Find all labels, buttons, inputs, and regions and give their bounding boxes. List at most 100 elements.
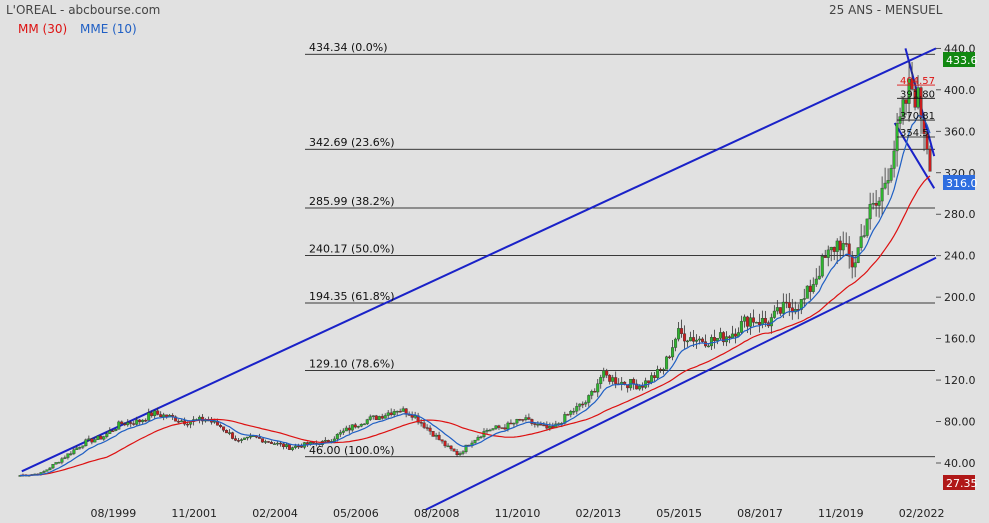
candle-body-231 — [709, 337, 713, 347]
candle-body-116 — [365, 419, 369, 425]
candle-body-138 — [431, 431, 435, 437]
candle-body-91 — [290, 447, 294, 450]
candle-body-197 — [608, 375, 612, 382]
candle-body-120 — [377, 416, 381, 420]
y-tick-label-6: 280.0 — [944, 208, 976, 221]
candle-body-114 — [359, 424, 363, 427]
candle-body-224 — [689, 337, 693, 342]
candle-body-301 — [919, 87, 923, 119]
candle-body-170 — [527, 417, 531, 420]
x-tick-label-9: 11/2019 — [818, 507, 864, 520]
candle-body-108 — [341, 430, 345, 433]
mme-10-line — [19, 114, 931, 477]
candle-body-165 — [512, 422, 516, 425]
candle-body-126 — [395, 410, 399, 413]
candle-body-278 — [850, 256, 854, 268]
candle-body-183 — [566, 414, 570, 416]
candle-body-277 — [847, 243, 851, 257]
candle-body-81 — [260, 438, 264, 443]
candle-body-273 — [835, 240, 839, 252]
chart-title: L'OREAL - abcbourse.com — [6, 3, 161, 17]
candle-body-208 — [641, 385, 645, 388]
candle-body-60 — [198, 416, 202, 420]
candle-body-36 — [126, 422, 130, 426]
candle-body-175 — [542, 424, 546, 427]
candle-body-84 — [269, 441, 273, 444]
candle-body-185 — [572, 410, 576, 413]
candle-body-46 — [156, 410, 160, 415]
candle-body-177 — [548, 426, 552, 429]
candle-body-141 — [440, 439, 444, 442]
candle-body-135 — [422, 422, 426, 428]
candle-body-162 — [503, 427, 507, 430]
candle-body-234 — [718, 332, 722, 339]
candle-body-218 — [671, 347, 675, 358]
candle-body-188 — [581, 403, 585, 406]
candle-body-146 — [455, 451, 459, 456]
candle-body-217 — [668, 356, 672, 359]
candle-body-221 — [680, 328, 684, 334]
candle-body-222 — [683, 333, 687, 342]
candle-body-214 — [659, 369, 663, 371]
candle-body-274 — [838, 240, 842, 251]
candle-body-76 — [246, 436, 250, 439]
candle-body-147 — [458, 453, 462, 456]
candle-body-15 — [63, 457, 67, 459]
candle-body-161 — [500, 427, 504, 429]
candle-body-193 — [596, 383, 600, 393]
volume-badge-bg — [943, 475, 975, 490]
candle-body-125 — [392, 411, 396, 415]
candle-body-195 — [602, 370, 606, 378]
candle-body-109 — [344, 427, 348, 432]
candle-body-192 — [593, 391, 597, 393]
candle-body-287 — [877, 200, 881, 206]
candle-body-251 — [769, 317, 773, 327]
candle-body-8 — [42, 471, 46, 473]
candle-body-244 — [748, 317, 752, 327]
mini-fib-label-3: 354.5 — [900, 128, 929, 139]
candle-body-118 — [371, 415, 375, 417]
candle-body-190 — [587, 395, 591, 403]
candle-body-142 — [443, 440, 447, 447]
candle-body-154 — [479, 436, 483, 438]
candle-body-168 — [521, 419, 525, 421]
legend-mm: MM (30) — [18, 22, 68, 36]
candle-body-282 — [862, 235, 866, 237]
candle-body-186 — [575, 406, 579, 412]
fibonacci-lines — [305, 53, 935, 458]
price-badges: 433.6 316.0 27.35 — [943, 52, 978, 490]
x-tick-label-7: 05/2015 — [656, 507, 702, 520]
candle-body-172 — [533, 423, 537, 425]
x-tick-label-10: 02/2022 — [899, 507, 945, 520]
candle-body-212 — [653, 375, 657, 378]
candle-body-13 — [57, 462, 61, 464]
candle-body-112 — [353, 424, 357, 428]
fib-label-5: 129.10 (78.6%) — [309, 358, 395, 371]
candle-body-87 — [278, 442, 282, 445]
candle-body-127 — [398, 410, 402, 413]
candle-body-265 — [811, 284, 815, 292]
candle-body-213 — [656, 369, 660, 378]
candle-body-238 — [730, 333, 734, 339]
candle-body-166 — [515, 418, 519, 424]
candle-body-72 — [234, 438, 238, 441]
candle-body-171 — [530, 419, 534, 424]
fibonacci-labels: 434.34 (0.0%) 342.69 (23.6%) 285.99 (38.2%… — [309, 41, 395, 457]
candle-body-233 — [715, 338, 719, 341]
candle-body-285 — [871, 203, 875, 205]
candle-body-111 — [350, 424, 354, 431]
candle-body-86 — [275, 442, 279, 445]
y-tick-label-3: 160.0 — [944, 333, 976, 346]
candle-body-298 — [910, 78, 914, 90]
candle-body-14 — [60, 458, 64, 463]
candle-body-11 — [51, 464, 55, 469]
candle-body-249 — [763, 318, 767, 323]
candle-body-107 — [338, 432, 342, 435]
candle-body-290 — [886, 180, 890, 184]
candle-body-160 — [497, 425, 501, 428]
candle-body-300 — [916, 87, 920, 108]
candle-body-198 — [611, 377, 615, 382]
candle-body-22 — [84, 439, 88, 446]
candle-body-18 — [72, 449, 76, 454]
